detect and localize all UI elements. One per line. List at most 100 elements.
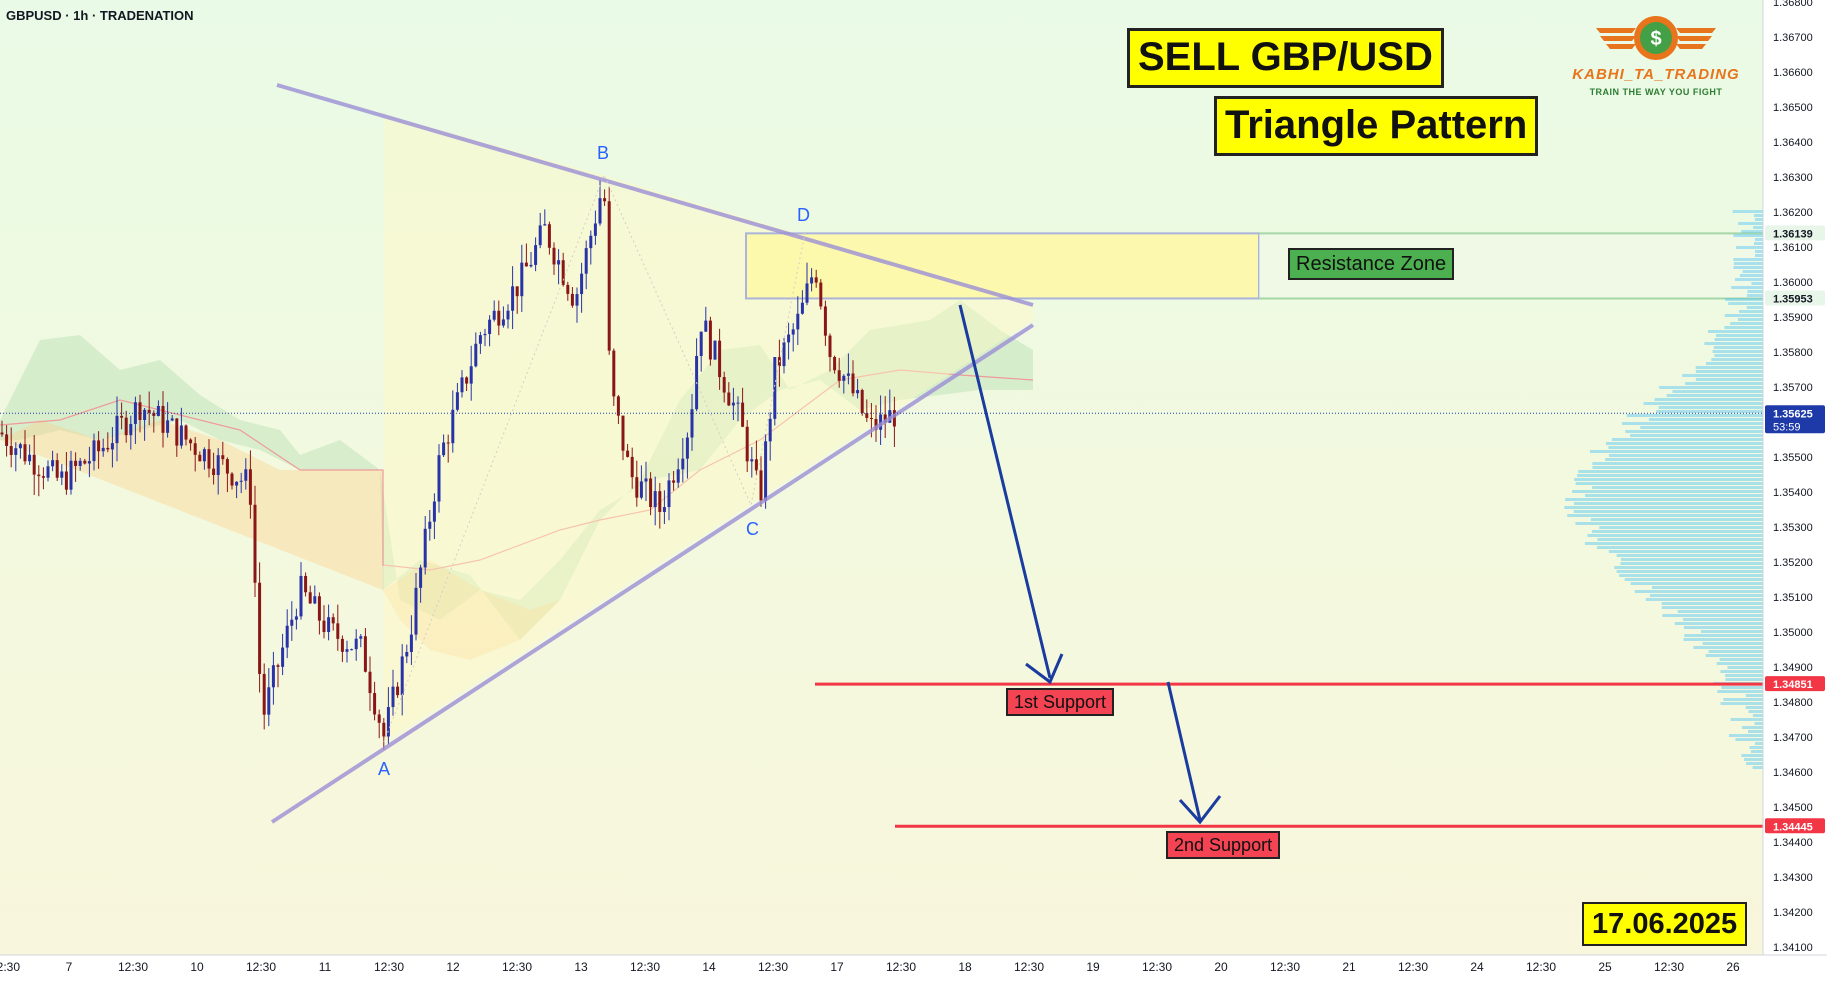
time-tick-label: 14: [702, 960, 716, 974]
volume-bar: [1737, 318, 1763, 321]
candle-body: [823, 306, 827, 336]
price-axis[interactable]: 1.36800 1.36700 1.36600 1.36500 1.36400 1.363…: [1762, 0, 1827, 981]
volume-bar: [1734, 278, 1763, 281]
volume-bar: [1640, 426, 1763, 429]
candle-body: [690, 409, 694, 438]
time-tick-label: 11: [319, 960, 332, 974]
price-tick-label: 1.35200: [1773, 557, 1813, 569]
time-axis[interactable]: 12:30 7 12:30 10 12:30 11 12:30 12 12:30 13 12:30 1…: [0, 954, 1827, 981]
volume-bar: [1727, 666, 1763, 669]
price-tick-label: 1.35800: [1773, 347, 1813, 359]
time-tick-label: 12:30: [118, 960, 148, 974]
time-tick-label: 12:30: [630, 960, 660, 974]
volume-bar: [1683, 638, 1763, 641]
volume-bar: [1597, 538, 1763, 541]
volume-bar: [1749, 746, 1763, 749]
candle-body: [207, 449, 211, 469]
candle-body: [87, 461, 91, 464]
candle-body: [782, 342, 786, 367]
candle-body: [432, 501, 436, 522]
price-tag: [1765, 818, 1825, 834]
volume-bar: [1747, 290, 1763, 293]
candle-body: [860, 390, 864, 414]
projection-arrows: [958, 304, 1222, 825]
price-tick-label: 1.34500: [1773, 802, 1813, 814]
volume-bar: [1717, 690, 1763, 693]
candle-body: [400, 656, 404, 696]
brand-logo: $ KABHI_TA_TRADING TRAIN THE WAY YOU FIG…: [1566, 14, 1746, 104]
candle-body: [672, 480, 676, 483]
volume-bar: [1744, 758, 1763, 761]
volume-bar: [1714, 354, 1763, 357]
candle-body: [584, 248, 588, 274]
candle-body: [313, 596, 317, 604]
candle-body: [465, 377, 469, 384]
time-tick-label: 12: [446, 960, 460, 974]
price-tick-label: 1.36100: [1773, 242, 1813, 254]
candle-body: [138, 402, 142, 421]
time-tick-label: 12:30: [1526, 960, 1556, 974]
volume-bar: [1645, 598, 1763, 601]
candle-body: [382, 722, 386, 737]
candle-body: [285, 625, 289, 648]
candle-body: [598, 198, 602, 224]
candle-body: [685, 437, 689, 459]
volume-bar: [1626, 414, 1763, 417]
candle-body: [810, 277, 814, 284]
candle-body: [299, 575, 303, 617]
candle-body: [304, 575, 308, 593]
volume-bar: [1575, 522, 1763, 525]
volume-bar: [1725, 298, 1763, 301]
time-tick-label: 25: [1598, 960, 1612, 974]
volume-bar: [1573, 502, 1763, 505]
volume-bar: [1725, 678, 1763, 681]
candle-body: [750, 459, 754, 462]
base-line: [0, 369, 1034, 571]
candle-body: [883, 414, 887, 423]
volume-bar: [1747, 294, 1763, 297]
volume-bar: [1625, 430, 1763, 433]
volume-bar: [1733, 234, 1763, 237]
candle-body: [538, 225, 542, 246]
candle-body: [308, 592, 312, 604]
time-tick-label: 12:30: [886, 960, 916, 974]
volume-bar: [1630, 434, 1763, 437]
candle-body: [377, 714, 381, 723]
volume-bar: [1677, 610, 1763, 613]
price-tick-label: 1.36200: [1773, 207, 1813, 219]
candle-body: [837, 370, 841, 381]
candle-body: [892, 410, 896, 427]
volume-bar: [1662, 614, 1763, 617]
price-tag-value: 1.36139: [1773, 228, 1813, 240]
candle-body: [175, 418, 179, 446]
point-b-label: B: [597, 143, 610, 163]
volume-bar: [1624, 578, 1763, 581]
candle-body: [115, 415, 119, 444]
candle-body: [791, 329, 795, 335]
candle-body: [322, 620, 326, 633]
volume-bar: [1741, 754, 1763, 757]
dollar-coin-wings-icon: $: [1596, 16, 1716, 60]
candle-body: [41, 476, 45, 478]
time-tick-label: 7: [66, 960, 73, 974]
volume-bar: [1735, 246, 1763, 249]
volume-bar: [1745, 706, 1763, 709]
volume-bar: [1721, 686, 1763, 689]
candle-body: [262, 673, 266, 715]
candle-body: [501, 319, 505, 326]
candle-body: [607, 201, 611, 351]
volume-bar: [1746, 306, 1763, 309]
volume-bar: [1565, 498, 1763, 501]
candle-body: [368, 671, 372, 694]
volume-bar: [1649, 594, 1763, 597]
volume-bar: [1739, 310, 1763, 313]
candle-body: [221, 455, 225, 460]
candle-body: [497, 310, 501, 326]
candle-body: [713, 340, 717, 360]
volume-bar: [1708, 330, 1763, 333]
price-tick-label: 1.35300: [1773, 522, 1813, 534]
candles: [0, 179, 896, 750]
volume-bar: [1716, 334, 1763, 337]
